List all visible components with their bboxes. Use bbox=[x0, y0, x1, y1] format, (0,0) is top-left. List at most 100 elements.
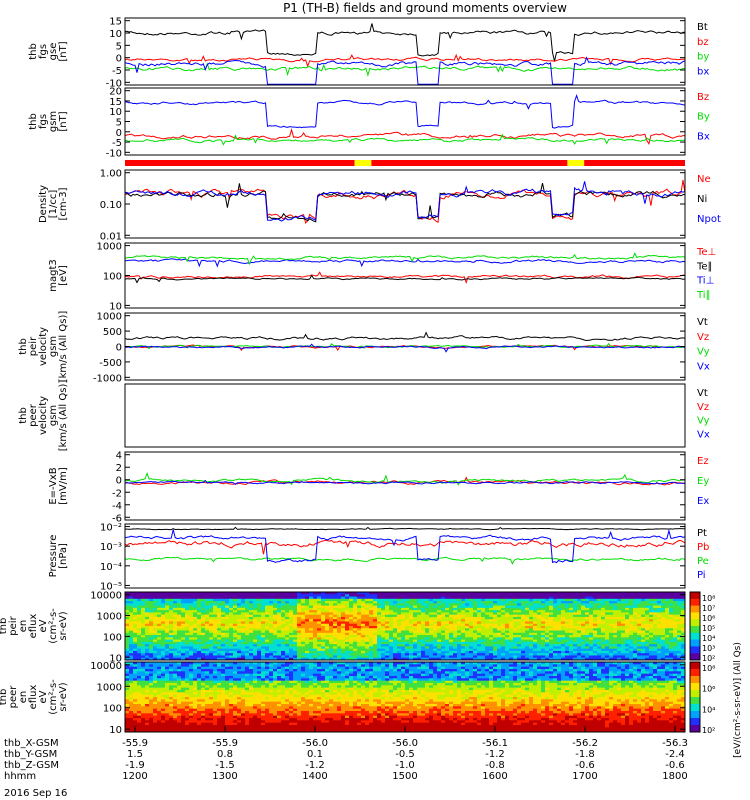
heatmap-cell bbox=[661, 598, 666, 602]
heatmap-cell bbox=[309, 666, 314, 670]
heatmap-cell bbox=[249, 650, 254, 654]
heatmap-cell bbox=[521, 646, 526, 650]
heatmap-cell bbox=[617, 630, 622, 634]
heatmap-cell bbox=[637, 666, 642, 670]
heatmap-cell bbox=[261, 607, 266, 611]
heatmap-cell bbox=[469, 614, 474, 618]
heatmap-cell bbox=[253, 635, 258, 638]
heatmap-cell bbox=[233, 614, 238, 618]
heatmap-cell bbox=[657, 621, 662, 625]
heatmap-cell bbox=[205, 653, 210, 656]
heatmap-cell bbox=[625, 621, 630, 625]
heatmap-cell bbox=[321, 666, 326, 670]
heatmap-cell bbox=[137, 657, 142, 661]
heatmap-cell bbox=[629, 650, 634, 654]
heatmap-cell bbox=[445, 648, 450, 652]
heatmap-cell bbox=[249, 616, 254, 620]
heatmap-cell bbox=[605, 666, 610, 670]
heatmap-cell bbox=[165, 653, 170, 656]
heatmap-cell bbox=[373, 666, 378, 670]
heatmap-cell bbox=[349, 655, 354, 659]
heatmap-cell bbox=[405, 653, 410, 656]
heatmap-cell bbox=[305, 603, 310, 607]
heatmap-cell bbox=[477, 662, 482, 665]
heatmap-cell bbox=[541, 635, 546, 638]
heatmap-cell bbox=[589, 605, 594, 609]
heatmap-cell bbox=[653, 635, 658, 638]
heatmap-cell bbox=[665, 632, 670, 636]
heatmap-cell bbox=[345, 610, 350, 613]
heatmap-cell bbox=[241, 653, 246, 656]
y-axis-label-line: peer bbox=[28, 403, 39, 427]
heatmap-cell bbox=[197, 621, 202, 625]
heatmap-cell bbox=[125, 662, 130, 665]
heatmap-cell bbox=[281, 655, 286, 659]
heatmap-cell bbox=[637, 637, 642, 641]
heatmap-cell bbox=[217, 605, 222, 609]
heatmap-cell bbox=[285, 632, 290, 636]
heatmap-cell bbox=[277, 648, 282, 652]
heatmap-cell bbox=[161, 594, 166, 598]
heatmap-cell bbox=[337, 596, 342, 600]
heatmap-cell bbox=[329, 621, 334, 625]
heatmap-cell bbox=[637, 607, 642, 611]
heatmap-cell bbox=[525, 664, 530, 668]
heatmap-cell bbox=[569, 616, 574, 620]
heatmap-cell bbox=[637, 605, 642, 609]
heatmap-cell bbox=[605, 614, 610, 618]
y-tick-label: 5 bbox=[116, 41, 122, 52]
heatmap-cell bbox=[161, 626, 166, 629]
heatmap-cell bbox=[229, 637, 234, 641]
heatmap-cell bbox=[169, 669, 174, 672]
heatmap-cell bbox=[349, 626, 354, 629]
heatmap-cell bbox=[461, 655, 466, 659]
heatmap-cell bbox=[405, 596, 410, 600]
heatmap-cell bbox=[205, 657, 210, 661]
heatmap-cell bbox=[549, 603, 554, 607]
heatmap-cell bbox=[233, 669, 238, 672]
heatmap-cell bbox=[481, 596, 486, 600]
heatmap-cell bbox=[589, 666, 594, 670]
heatmap-cell bbox=[465, 623, 470, 627]
heatmap-cell bbox=[393, 641, 398, 645]
heatmap-cell bbox=[681, 653, 686, 656]
heatmap-cell bbox=[517, 596, 522, 600]
heatmap-cell bbox=[165, 626, 170, 629]
heatmap-cell bbox=[433, 655, 438, 659]
heatmap-cell bbox=[221, 646, 226, 650]
heatmap-cell bbox=[241, 603, 246, 607]
heatmap-cell bbox=[545, 594, 550, 598]
heatmap-cell bbox=[165, 628, 170, 632]
heatmap-cell bbox=[381, 594, 386, 598]
heatmap-cell bbox=[329, 628, 334, 632]
heatmap-cell bbox=[369, 653, 374, 656]
heatmap-cell bbox=[313, 657, 318, 661]
heatmap-cell bbox=[461, 626, 466, 629]
heatmap-cell bbox=[665, 619, 670, 622]
heatmap-cell bbox=[321, 612, 326, 616]
heatmap-cell bbox=[221, 639, 226, 643]
heatmap-cell bbox=[537, 592, 542, 595]
heatmap-cell bbox=[201, 641, 206, 645]
heatmap-cell bbox=[413, 630, 418, 634]
heatmap-cell bbox=[349, 601, 354, 604]
heatmap-cell bbox=[597, 612, 602, 616]
heatmap-cell bbox=[241, 637, 246, 641]
heatmap-cell bbox=[389, 630, 394, 634]
heatmap-cell bbox=[577, 616, 582, 620]
heatmap-cell bbox=[525, 657, 530, 661]
heatmap-cell bbox=[265, 646, 270, 650]
heatmap-cell bbox=[485, 641, 490, 645]
heatmap-cell bbox=[289, 639, 294, 643]
heatmap-cell bbox=[333, 592, 338, 595]
heatmap-cell bbox=[661, 592, 666, 595]
heatmap-cell bbox=[433, 666, 438, 670]
heatmap-cell bbox=[401, 637, 406, 641]
heatmap-cell bbox=[205, 603, 210, 607]
heatmap-cell bbox=[469, 601, 474, 604]
heatmap-cell bbox=[461, 669, 466, 672]
heatmap-cell bbox=[333, 610, 338, 613]
heatmap-cell bbox=[245, 614, 250, 618]
heatmap-cell bbox=[465, 637, 470, 641]
heatmap-cell bbox=[437, 619, 442, 622]
